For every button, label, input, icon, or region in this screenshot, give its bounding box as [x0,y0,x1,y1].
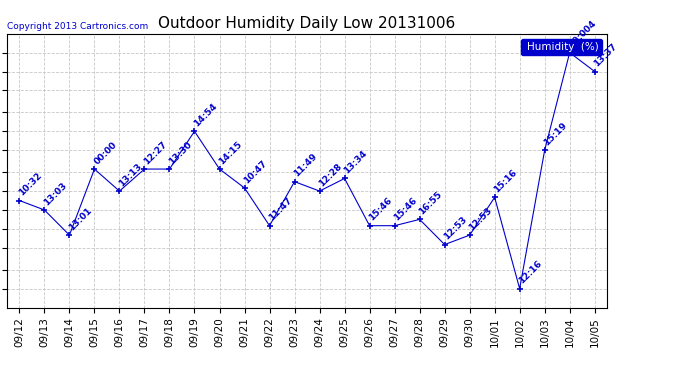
Text: 12:28: 12:28 [317,162,344,188]
Text: 10:32: 10:32 [17,171,43,198]
Title: Outdoor Humidity Daily Low 20131006: Outdoor Humidity Daily Low 20131006 [159,16,455,31]
Text: 15:46: 15:46 [393,196,419,223]
Text: 14:54: 14:54 [193,102,219,129]
Text: 13:01: 13:01 [67,206,94,232]
Text: 11:47: 11:47 [267,196,294,223]
Text: 15:46: 15:46 [367,196,394,223]
Text: 00:00: 00:00 [92,140,119,166]
Legend: Humidity  (%): Humidity (%) [521,39,602,55]
Text: 10:47: 10:47 [242,159,269,185]
Text: 12:16: 12:16 [518,259,544,286]
Text: 13:37: 13:37 [593,42,619,69]
Text: 13:30: 13:30 [167,140,194,166]
Text: 00:004: 00:004 [567,19,598,50]
Text: 13:34: 13:34 [342,149,369,176]
Text: 15:19: 15:19 [542,121,569,147]
Text: 12:27: 12:27 [142,140,169,166]
Text: 11:49: 11:49 [293,152,319,179]
Text: 13:03: 13:03 [42,181,69,207]
Text: 12:53: 12:53 [442,215,469,242]
Text: 12:53: 12:53 [467,206,494,232]
Text: 13:13: 13:13 [117,162,144,188]
Text: 15:16: 15:16 [493,168,519,195]
Text: Copyright 2013 Cartronics.com: Copyright 2013 Cartronics.com [7,22,148,31]
Text: 14:15: 14:15 [217,140,244,166]
Text: 16:55: 16:55 [417,190,444,217]
